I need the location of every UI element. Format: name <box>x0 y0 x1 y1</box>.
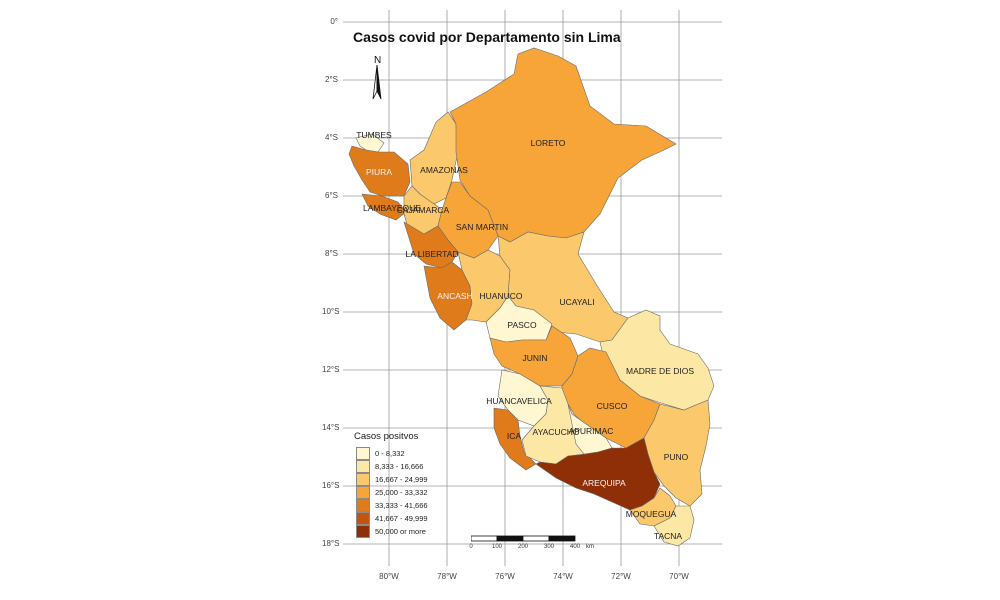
department-label: TACNA <box>653 531 683 541</box>
department-arequipa <box>535 437 661 511</box>
legend-label: 50,000 or more <box>375 527 426 536</box>
department-label: HUANUCO <box>479 291 523 301</box>
department-label: ANCASH <box>437 291 473 301</box>
department-label: PUNO <box>663 452 689 462</box>
latitude-label: 8°S <box>325 249 338 258</box>
department-lambayeque <box>361 193 407 221</box>
scale-tick-label: 400 <box>569 544 581 550</box>
department-label: LORETO <box>530 138 566 148</box>
department-polygons <box>348 47 715 547</box>
latitude-label: 4°S <box>325 133 338 142</box>
scale-bar: 0 100 200 300 400 km <box>469 534 600 554</box>
legend-item: 8,333 - 16,666 <box>352 460 472 473</box>
latitude-label: 12°S <box>322 365 340 374</box>
legend-item: 0 - 8,332 <box>352 447 472 460</box>
department-label: CUSCO <box>596 401 628 411</box>
latitude-label: 18°S <box>322 539 340 548</box>
scale-tick-label: 200 <box>517 544 529 550</box>
department-label: PIURA <box>366 167 392 177</box>
department-label: APURIMAC <box>568 426 614 436</box>
scale-tick-label: 0 <box>469 544 473 550</box>
department-label: SAN MARTIN <box>455 222 509 232</box>
longitude-label: 76°W <box>495 572 515 581</box>
longitude-label: 80°W <box>379 572 399 581</box>
department-la-libertad <box>403 221 459 269</box>
legend-swatch <box>356 486 370 499</box>
department-moquegua <box>629 487 677 527</box>
legend-label: 8,333 - 16,666 <box>375 462 424 471</box>
department-label: AREQUIPA <box>582 478 626 488</box>
longitude-label: 70°W <box>669 572 689 581</box>
latitude-label: 10°S <box>322 307 340 316</box>
longitude-label: 78°W <box>437 572 457 581</box>
department-label: TUMBES <box>356 130 392 140</box>
legend-item: 41,667 - 49,999 <box>352 512 472 525</box>
legend-swatch <box>356 447 370 460</box>
legend: Casos positvos 0 - 8,332 8,333 - 16,666 16… <box>352 431 472 538</box>
legend-label: 0 - 8,332 <box>375 449 405 458</box>
legend-item: 33,333 - 41,666 <box>352 499 472 512</box>
legend-item: 50,000 or more <box>352 525 472 538</box>
department-label: ICA <box>506 431 522 441</box>
legend-label: 16,667 - 24,999 <box>375 475 428 484</box>
legend-label: 33,333 - 41,666 <box>375 501 428 510</box>
north-arrow-icon <box>372 64 382 100</box>
north-letter: N <box>374 55 382 66</box>
legend-swatch <box>356 499 370 512</box>
legend-title: Casos positvos <box>354 431 419 442</box>
department-label: MOQUEGUA <box>625 509 677 519</box>
latitude-label: 14°S <box>322 423 340 432</box>
scale-tick-label: 100 <box>491 544 503 550</box>
longitude-label: 72°W <box>611 572 631 581</box>
department-label: PASCO <box>507 320 537 330</box>
legend-swatch <box>356 473 370 486</box>
scale-tick-label: 300 <box>543 544 555 550</box>
latitude-label: 0° <box>330 17 338 26</box>
department-puno <box>643 399 711 507</box>
map-title: Casos covid por Departamento sin Lima <box>353 29 621 45</box>
department-label: HUANCAVELICA <box>486 396 552 406</box>
department-label: CAJAMARCA <box>396 205 450 215</box>
legend-swatch <box>356 512 370 525</box>
latitude-label: 6°S <box>325 191 338 200</box>
legend-label: 41,667 - 49,999 <box>375 514 428 523</box>
legend-swatch <box>356 460 370 473</box>
longitude-label: 74°W <box>553 572 573 581</box>
legend-items: 0 - 8,332 8,333 - 16,666 16,667 - 24,999 25… <box>352 447 472 538</box>
legend-swatch <box>356 525 370 538</box>
department-amazonas <box>409 111 459 205</box>
department-label: MADRE DE DIOS <box>625 366 695 376</box>
department-label: JUNIN <box>522 353 548 363</box>
legend-item: 25,000 - 33,332 <box>352 486 472 499</box>
department-tacna <box>653 505 695 547</box>
department-label: AYACUCHO <box>532 427 580 437</box>
department-label: UCAYALI <box>559 297 595 307</box>
department-label: LA LIBERTAD <box>405 249 459 259</box>
scale-unit: km <box>586 544 594 550</box>
latitude-label: 16°S <box>322 481 340 490</box>
latitude-label: 2°S <box>325 75 338 84</box>
legend-label: 25,000 - 33,332 <box>375 488 428 497</box>
department-label: AMAZONAS <box>420 165 468 175</box>
legend-item: 16,667 - 24,999 <box>352 473 472 486</box>
department-label: LAMBAYEQUE <box>363 203 421 213</box>
scale-bar-graphic <box>471 535 576 542</box>
